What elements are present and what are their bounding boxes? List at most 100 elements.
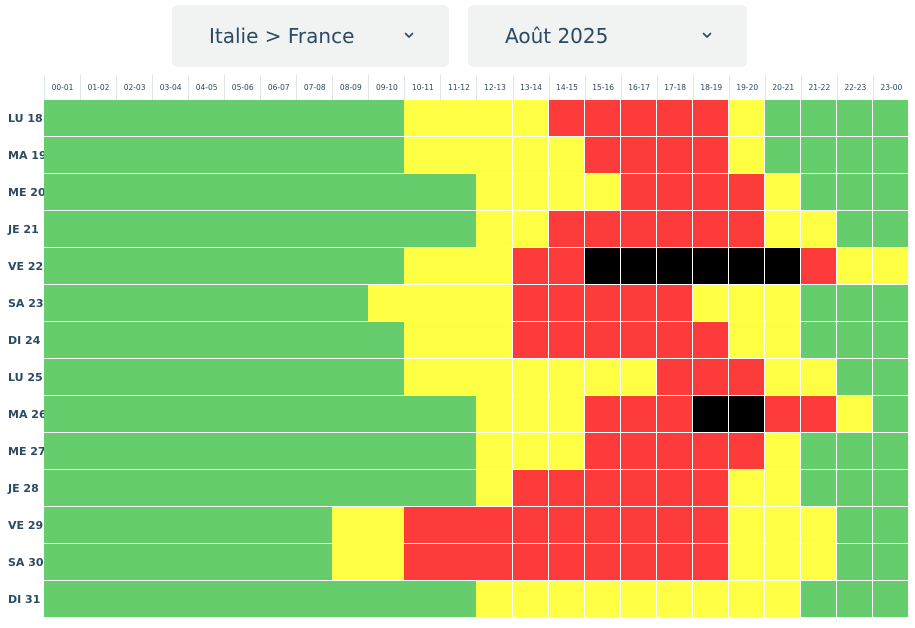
heatmap-cell: [584, 211, 622, 248]
heatmap-cell: [188, 544, 225, 581]
hour-header: 04-05: [188, 75, 224, 100]
heatmap-cell: [332, 544, 369, 581]
heatmap-cell: [476, 470, 513, 507]
hour-header: 03-04: [152, 75, 188, 100]
heatmap-cell: [800, 359, 838, 396]
heatmap-cell: [656, 211, 694, 248]
heatmap-cell: [224, 359, 261, 396]
heatmap-cell: [584, 433, 622, 470]
heatmap-cell: [836, 581, 874, 618]
heatmap-cell: [872, 322, 910, 359]
heatmap-cell: [44, 396, 81, 433]
heatmap-cell: [872, 100, 910, 137]
heatmap-cell: [512, 211, 550, 248]
heatmap-cell: [800, 396, 838, 433]
hour-header: 00-01: [44, 75, 80, 100]
heatmap-cell: [404, 211, 441, 248]
heatmap-cell: [836, 396, 874, 433]
heatmap-cell: [152, 248, 189, 285]
heatmap-cell: [440, 248, 477, 285]
heatmap-cell: [584, 544, 622, 581]
heatmap-cell: [692, 581, 730, 618]
heatmap-cell: [764, 507, 802, 544]
heatmap-cell: [800, 285, 838, 322]
heatmap-cell: [728, 359, 766, 396]
heatmap-cell: [224, 581, 261, 618]
heatmap-cell: [512, 285, 550, 322]
heatmap-cell: [152, 211, 189, 248]
heatmap-cell: [152, 359, 189, 396]
heatmap-cell: [368, 544, 405, 581]
heatmap-cell: [512, 248, 550, 285]
heatmap-cell: [296, 100, 333, 137]
heatmap-cell: [764, 322, 802, 359]
heatmap-cell: [836, 137, 874, 174]
heatmap-cell: [548, 211, 586, 248]
day-label: ME 20: [8, 186, 46, 199]
month-select[interactable]: Août 2025: [468, 5, 747, 67]
heatmap-cell: [620, 137, 658, 174]
heatmap-cell: [116, 211, 153, 248]
heatmap-cell: [692, 359, 730, 396]
heatmap-cell: [368, 100, 405, 137]
heatmap-cell: [836, 433, 874, 470]
heatmap-cell: [296, 396, 333, 433]
heatmap-cell: [152, 433, 189, 470]
heatmap-cell: [728, 248, 766, 285]
heatmap-cell: [728, 433, 766, 470]
day-label: MA 19: [8, 149, 47, 162]
day-label: SA 23: [8, 297, 44, 310]
heatmap-cell: [224, 433, 261, 470]
heatmap-cell: [332, 581, 369, 618]
heatmap-cell: [260, 137, 297, 174]
heatmap-cell: [800, 470, 838, 507]
day-label: DI 24: [8, 334, 41, 347]
heatmap-cell: [44, 581, 81, 618]
heatmap-cell: [152, 137, 189, 174]
heatmap-cell: [620, 322, 658, 359]
heatmap-cell: [800, 100, 838, 137]
heatmap-cell: [296, 581, 333, 618]
heatmap-cell: [656, 396, 694, 433]
heatmap-cell: [836, 174, 874, 211]
heatmap-cell: [548, 100, 586, 137]
heatmap-cell: [476, 507, 513, 544]
heatmap-cell: [152, 544, 189, 581]
heatmap-cell: [404, 174, 441, 211]
heatmap-cell: [80, 248, 117, 285]
heatmap-cell: [188, 322, 225, 359]
heatmap-cell: [548, 433, 586, 470]
day-label: MA 26: [8, 408, 47, 421]
heatmap-cell: [80, 507, 117, 544]
heatmap-cell: [800, 433, 838, 470]
heatmap-cell: [116, 581, 153, 618]
heatmap-cell: [476, 581, 513, 618]
heatmap-cell: [440, 211, 477, 248]
heatmap-cell: [260, 174, 297, 211]
heatmap-cell: [152, 581, 189, 618]
heatmap-cell: [548, 581, 586, 618]
heatmap-cell: [44, 137, 81, 174]
heatmap-cell: [224, 137, 261, 174]
hour-header: 19-20: [728, 75, 765, 100]
chevron-down-icon: [404, 32, 414, 38]
heatmap-cell: [80, 544, 117, 581]
heatmap-cell: [44, 174, 81, 211]
heatmap-cell: [728, 285, 766, 322]
heatmap-cell: [836, 470, 874, 507]
heatmap-cell: [404, 470, 441, 507]
heatmap-cell: [512, 581, 550, 618]
chevron-down-icon: [702, 32, 712, 38]
heatmap-cell: [152, 322, 189, 359]
day-label: ME 27: [8, 445, 46, 458]
route-select[interactable]: Italie > France: [172, 5, 449, 67]
heatmap-cell: [512, 137, 550, 174]
hour-header: 16-17: [620, 75, 657, 100]
heatmap-cell: [764, 544, 802, 581]
heatmap-cell: [692, 507, 730, 544]
heatmap-cell: [116, 359, 153, 396]
heatmap-cell: [440, 581, 477, 618]
heatmap-cell: [296, 285, 333, 322]
heatmap-cell: [188, 211, 225, 248]
heatmap-cell: [188, 137, 225, 174]
